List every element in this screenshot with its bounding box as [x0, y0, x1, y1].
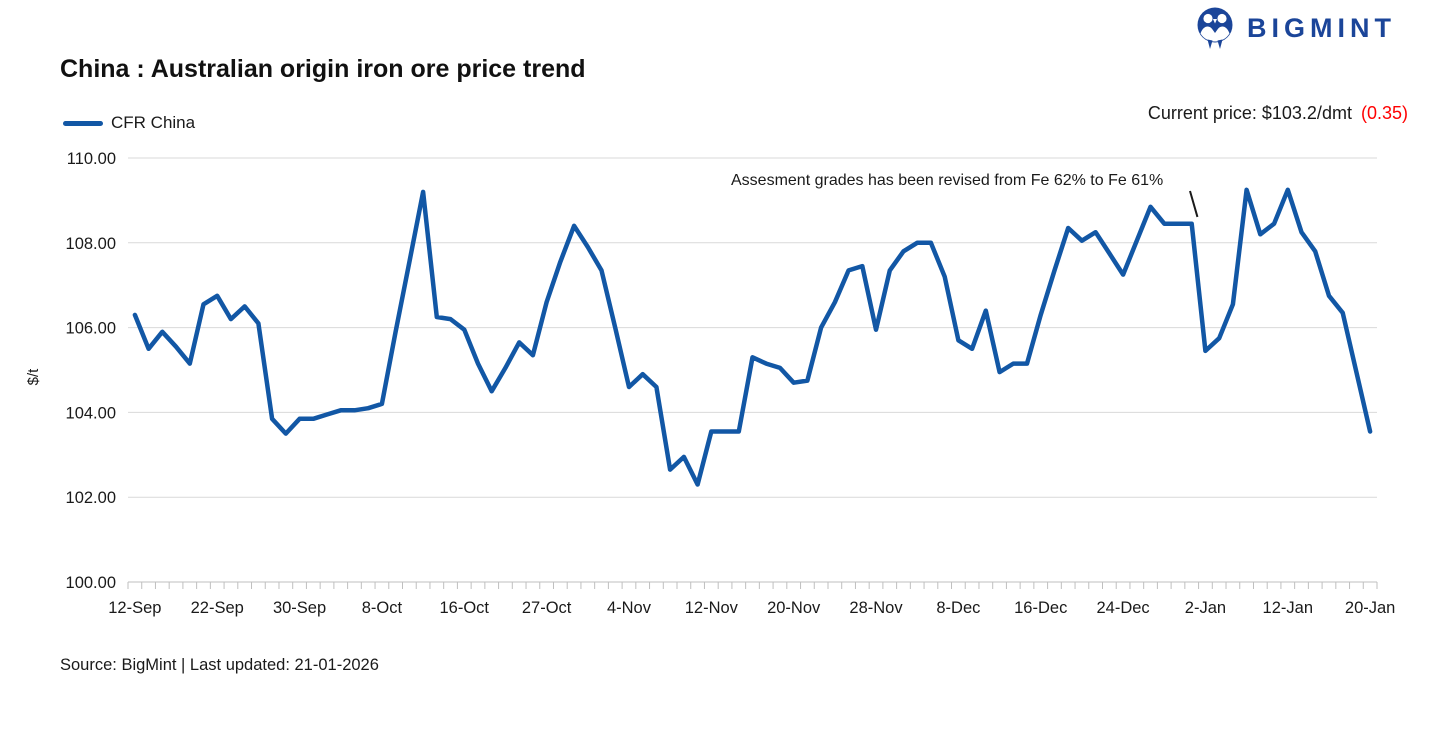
x-tick-label: 12-Jan: [1263, 599, 1313, 617]
x-tick-label: 28-Nov: [849, 599, 903, 617]
x-tick-label: 30-Sep: [273, 599, 326, 617]
x-tick-label: 24-Dec: [1096, 599, 1149, 617]
x-tick-label: 8-Dec: [936, 599, 980, 617]
y-axis-title: $/t: [25, 368, 42, 386]
x-tick-label: 20-Nov: [767, 599, 821, 617]
x-tick-label: 8-Oct: [362, 599, 403, 617]
y-tick-label: 104.00: [66, 404, 116, 422]
bigmint-logo-icon: [1197, 7, 1233, 49]
chart-title: China : Australian origin iron ore price…: [60, 55, 586, 83]
current-price: Current price: $103.2/dmt (0.35): [1148, 103, 1408, 124]
x-tick-label: 27-Oct: [522, 599, 572, 617]
y-tick-label: 110.00: [67, 150, 116, 168]
y-tick-label: 108.00: [66, 235, 116, 253]
source-note: Source: BigMint | Last updated: 21-01-20…: [60, 656, 379, 674]
annotation-text: Assesment grades has been revised from F…: [731, 172, 1164, 189]
y-tick-label: 106.00: [66, 320, 116, 338]
x-tick-label: 2-Jan: [1185, 599, 1226, 617]
bigmint-logo-text: BIGMINT: [1247, 12, 1396, 43]
x-tick-label: 22-Sep: [191, 599, 244, 617]
y-tick-label: 100.00: [66, 574, 116, 592]
x-tick-label: 20-Jan: [1345, 599, 1395, 617]
x-tick-label: 16-Dec: [1014, 599, 1067, 617]
x-tick-label: 4-Nov: [607, 599, 652, 617]
cfr-china-line: [132, 187, 1373, 487]
x-tick-label: 12-Sep: [108, 599, 161, 617]
legend: CFR China: [63, 113, 195, 133]
legend-label: CFR China: [111, 113, 196, 132]
x-tick-label: 12-Nov: [685, 599, 739, 617]
legend-line-swatch: [63, 120, 103, 126]
bigmint-logo: BIGMINT: [1192, 6, 1396, 50]
current-price-change: (0.35): [1360, 103, 1408, 123]
y-tick-label: 102.00: [66, 489, 116, 507]
current-price-text: Current price: $103.2/dmt: [1147, 103, 1352, 123]
x-tick-label: 16-Oct: [440, 599, 490, 617]
